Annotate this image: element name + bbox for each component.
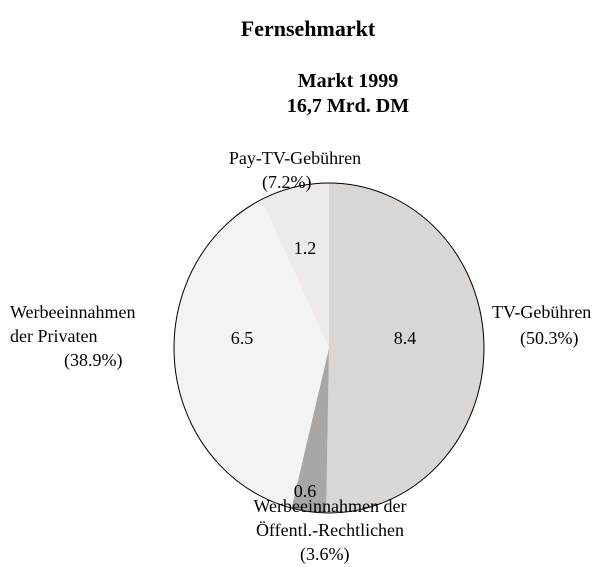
percent-label: (50.3%): [520, 328, 579, 348]
chart-subtitle: 16,7 Mrd. DM: [286, 95, 410, 117]
pie-slice: [261, 183, 329, 348]
category-label: TV-Gebühren: [492, 302, 592, 322]
percent-label: (7.2%): [262, 172, 312, 192]
pie-slice: [326, 183, 485, 513]
pie-outline: [173, 182, 485, 514]
category-label: Pay-TV-Gebühren: [228, 148, 362, 168]
percent-label: (38.9%): [64, 350, 123, 370]
category-label: Werbeeinnahmen der Öffentl.-Rechtlichen: [253, 496, 407, 540]
percent-label: (3.6%): [300, 544, 350, 564]
pie-slice: [174, 199, 329, 509]
value-label: 0.6: [294, 481, 317, 501]
value-label: 1.2: [294, 238, 317, 258]
chart-subtitle: Markt 1999: [297, 70, 399, 92]
category-label: Werbeeinnahmen der Privaten: [10, 302, 136, 346]
value-label: 8.4: [394, 328, 417, 348]
chart-title: Fernsehmarkt: [240, 16, 376, 41]
pie-slice: [291, 348, 329, 513]
value-label: 6.5: [231, 328, 254, 348]
